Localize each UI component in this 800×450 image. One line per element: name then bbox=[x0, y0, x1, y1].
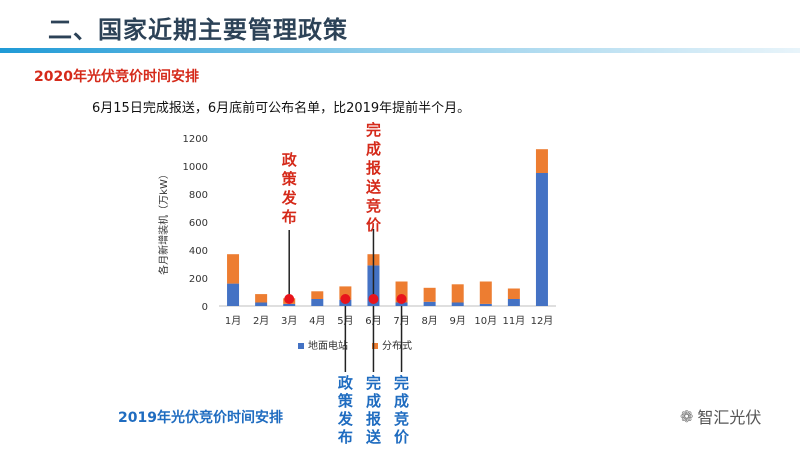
bar-ground bbox=[423, 301, 436, 306]
legend-swatch-ground bbox=[298, 343, 304, 349]
annotation-2020-submit: 报 bbox=[366, 159, 381, 177]
bar-ground bbox=[227, 283, 240, 306]
bar-distributed bbox=[535, 149, 548, 173]
bar-ground bbox=[479, 303, 492, 306]
subtitle-2019: 2019年光伏竞价时间安排 bbox=[118, 410, 283, 426]
bar-ground bbox=[535, 173, 548, 306]
annotation-2019-policy: 布 bbox=[338, 428, 353, 446]
x-tick-label: 2月 bbox=[253, 315, 269, 327]
y-tick-label: 400 bbox=[189, 246, 208, 257]
title-underline bbox=[0, 48, 800, 53]
annotation-2020-submit: 成 bbox=[366, 140, 381, 158]
timeline-marker bbox=[340, 294, 351, 304]
y-axis-label: 各月新增装机（万kW） bbox=[157, 169, 170, 275]
subtitle-2020: 2020年光伏竞价时间安排 bbox=[34, 69, 199, 85]
annotation-2020-policy: 布 bbox=[282, 208, 297, 226]
annotation-2019-submit: 成 bbox=[366, 392, 381, 410]
y-tick-label: 0 bbox=[202, 302, 208, 313]
annotation-2019-bid: 竞 bbox=[394, 410, 409, 428]
annotation-2020-submit: 完 bbox=[366, 121, 381, 139]
page-title: 二、国家近期主要管理政策 bbox=[48, 16, 348, 44]
legend-swatch-distributed bbox=[372, 343, 378, 349]
annotation-2020-submit: 价 bbox=[366, 216, 382, 234]
y-tick-label: 800 bbox=[189, 190, 208, 201]
legend-label-ground: 地面电站 bbox=[308, 339, 348, 352]
watermark: ❁ 智汇光伏 bbox=[680, 404, 761, 428]
bar-ground bbox=[507, 299, 520, 306]
x-tick-label: 9月 bbox=[450, 315, 466, 327]
description-text: 6月15日完成报送，6月底前可公布名单，比2019年提前半个月。 bbox=[92, 101, 471, 116]
annotation-2020-policy: 策 bbox=[281, 170, 298, 188]
timeline-marker bbox=[284, 294, 295, 304]
bar-ground bbox=[395, 302, 408, 306]
watermark-text: 智汇光伏 bbox=[697, 408, 762, 427]
annotation-2019-bid: 完 bbox=[394, 374, 409, 392]
bar-distributed bbox=[423, 287, 436, 302]
bar-ground bbox=[451, 302, 464, 306]
annotation-2020-policy: 政 bbox=[282, 151, 298, 169]
bar-distributed bbox=[451, 284, 464, 303]
bar-ground bbox=[311, 299, 324, 306]
x-tick-label: 8月 bbox=[421, 315, 437, 327]
x-tick-label: 3月 bbox=[281, 315, 297, 327]
wechat-icon: ❁ bbox=[680, 406, 694, 426]
annotation-2019-bid: 价 bbox=[394, 428, 410, 446]
annotation-2019-policy: 发 bbox=[337, 410, 354, 428]
y-tick-label: 1200 bbox=[183, 134, 208, 145]
x-tick-label: 11月 bbox=[503, 315, 526, 327]
annotation-2020-policy: 发 bbox=[281, 189, 298, 207]
bar-distributed bbox=[255, 294, 268, 303]
annotation-2019-submit: 报 bbox=[366, 410, 381, 428]
x-tick-label: 4月 bbox=[309, 315, 325, 327]
annotation-2020-submit: 竞 bbox=[366, 197, 381, 215]
annotation-2019-policy: 政 bbox=[338, 374, 354, 392]
x-tick-label: 12月 bbox=[531, 315, 554, 327]
y-tick-label: 1000 bbox=[183, 162, 208, 173]
annotation-2020-submit: 送 bbox=[365, 178, 382, 196]
bar-distributed bbox=[227, 254, 240, 284]
y-tick-label: 200 bbox=[189, 274, 208, 285]
bar-ground bbox=[283, 303, 296, 306]
bar-distributed bbox=[479, 281, 492, 304]
annotation-2019-submit: 送 bbox=[365, 428, 382, 446]
annotation-2019-policy: 策 bbox=[337, 392, 354, 410]
timeline-marker bbox=[368, 294, 379, 304]
y-tick-label: 600 bbox=[189, 218, 208, 229]
legend-label-distributed: 分布式 bbox=[382, 339, 412, 352]
bar-ground bbox=[255, 302, 268, 306]
bar-distributed bbox=[507, 288, 520, 299]
timeline-marker bbox=[396, 294, 407, 304]
bar-distributed bbox=[311, 291, 324, 299]
annotation-2019-submit: 完 bbox=[366, 374, 381, 392]
x-tick-label: 1月 bbox=[225, 315, 241, 327]
annotation-2019-bid: 成 bbox=[394, 392, 409, 410]
x-tick-label: 10月 bbox=[474, 315, 497, 327]
